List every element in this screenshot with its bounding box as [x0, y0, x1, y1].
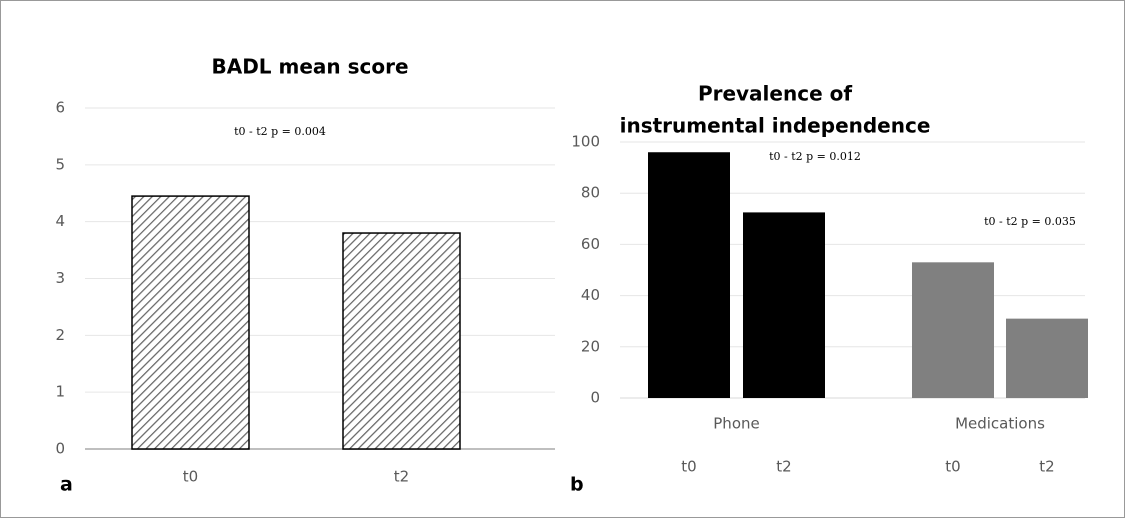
chart-title: instrumental independence [620, 114, 931, 138]
annotation: t0 - t2 p = 0.004 [234, 125, 326, 138]
bar [743, 212, 825, 398]
chart-title: BADL mean score [211, 55, 408, 79]
y-tick-label: 4 [55, 212, 65, 230]
y-tick-label: 1 [55, 383, 65, 401]
annotation: t0 - t2 p = 0.012 [769, 150, 861, 163]
group-label: Medications [955, 415, 1045, 433]
y-tick-label: 40 [581, 286, 600, 304]
chart-title: Prevalence of [698, 82, 852, 106]
panel-label: b [570, 474, 584, 496]
x-tick-label: t2 [776, 458, 791, 476]
x-tick-label: t2 [1039, 458, 1054, 476]
y-tick-label: 0 [55, 440, 65, 458]
y-tick-label: 80 [581, 184, 600, 202]
y-tick-label: 2 [55, 326, 65, 344]
bar [342, 232, 461, 450]
x-tick-label: t0 [183, 468, 198, 486]
bar [648, 152, 730, 398]
x-tick-label: t0 [945, 458, 960, 476]
bar [1006, 318, 1088, 398]
y-tick-label: 3 [55, 269, 65, 287]
bar [131, 195, 250, 450]
y-tick-label: 100 [571, 133, 600, 151]
bar [912, 262, 994, 398]
y-tick-label: 0 [590, 389, 600, 407]
panel-label: a [60, 474, 73, 496]
annotation: t0 - t2 p = 0.035 [984, 215, 1076, 228]
x-tick-label: t2 [394, 468, 409, 486]
x-tick-label: t0 [681, 458, 696, 476]
group-label: Phone [713, 415, 759, 433]
y-tick-label: 6 [55, 99, 65, 117]
y-tick-label: 5 [55, 155, 65, 173]
y-tick-label: 20 [581, 337, 600, 355]
y-tick-label: 60 [581, 235, 600, 253]
